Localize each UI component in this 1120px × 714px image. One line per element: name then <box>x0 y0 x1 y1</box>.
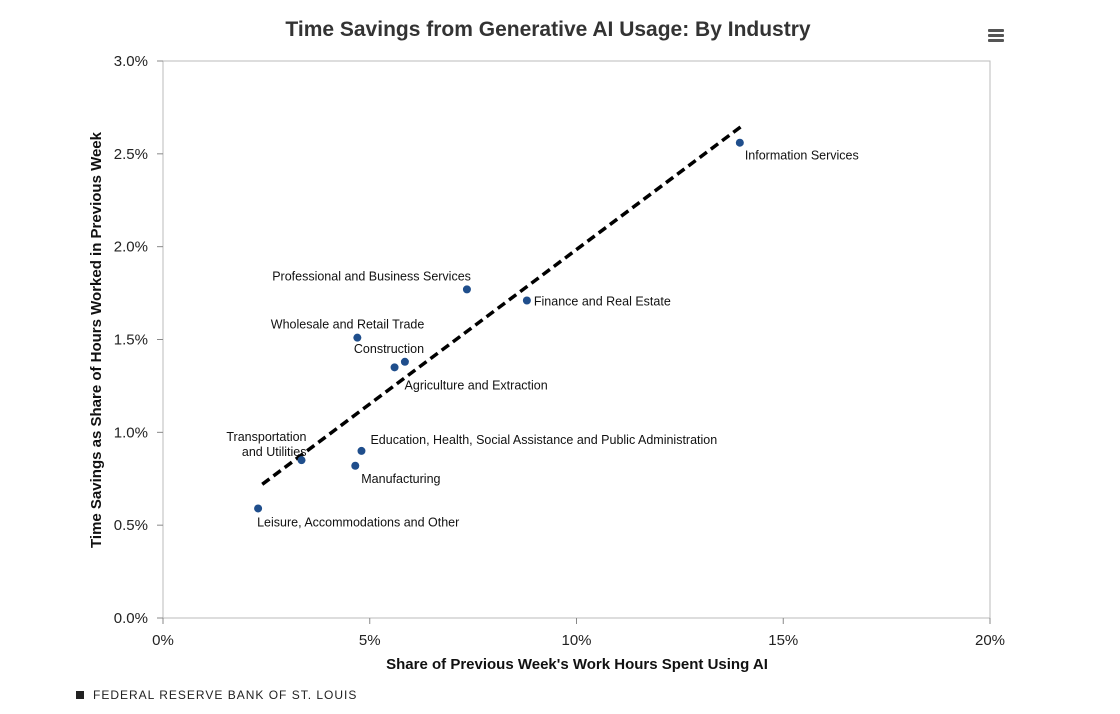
x-tick-label: 10% <box>561 632 591 649</box>
chart-title: Time Savings from Generative AI Usage: B… <box>285 18 810 41</box>
y-tick-label: 1.5% <box>114 332 148 349</box>
scatter-point[interactable] <box>400 357 409 366</box>
point-label: Education, Health, Social Assistance and… <box>370 433 717 447</box>
scatter-point[interactable] <box>735 138 744 147</box>
point-label: Construction <box>354 342 424 356</box>
x-tick-label: 5% <box>359 632 381 649</box>
point-label-line: Transportation <box>226 430 306 444</box>
point-label: Agriculture and Extraction <box>405 378 548 392</box>
point-label-line: and Utilities <box>242 445 307 459</box>
data-points <box>254 138 744 513</box>
point-label: Finance and Real Estate <box>534 295 671 309</box>
x-tick-label: 20% <box>975 632 1005 649</box>
data-labels: Information Services Professional and Bus… <box>226 149 858 530</box>
scatter-point[interactable] <box>390 363 399 372</box>
y-tick-label: 0.5% <box>114 517 148 534</box>
scatter-point[interactable] <box>353 333 362 342</box>
scatter-point[interactable] <box>297 456 306 465</box>
source-square-icon <box>76 691 84 699</box>
x-tick-label: 0% <box>152 632 174 649</box>
point-label: Leisure, Accommodations and Other <box>257 515 459 529</box>
x-tick-label: 15% <box>768 632 798 649</box>
y-tick-label: 0.0% <box>114 610 148 627</box>
point-label: Professional and Business Services <box>272 269 471 283</box>
y-tick-label: 3.0% <box>114 53 148 70</box>
y-tick-label: 2.0% <box>114 239 148 256</box>
trendline <box>261 124 743 486</box>
point-label: Transportation and Utilities <box>226 430 306 459</box>
scatter-point[interactable] <box>254 504 263 513</box>
point-label: Information Services <box>745 149 859 163</box>
point-label: Wholesale and Retail Trade <box>271 318 425 332</box>
point-label: Manufacturing <box>361 472 440 486</box>
y-tick-label: 1.0% <box>114 424 148 441</box>
y-tick-label: 2.5% <box>114 146 148 163</box>
x-axis-title: Share of Previous Week's Work Hours Spen… <box>386 656 768 673</box>
source-credit: FEDERAL RESERVE BANK OF ST. LOUIS <box>76 688 357 702</box>
source-text: FEDERAL RESERVE BANK OF ST. LOUIS <box>93 688 358 702</box>
scatter-point[interactable] <box>357 446 366 455</box>
plot-area <box>162 60 991 619</box>
chart-menu-button[interactable] <box>984 26 1008 46</box>
scatter-point[interactable] <box>522 296 531 305</box>
hamburger-menu-icon <box>988 29 1004 32</box>
trendline-group <box>261 124 743 486</box>
y-axis-ticks: 0.0% 0.5% 1.0% 1.5% 2.0% 2.5% 3.0% <box>114 53 163 627</box>
y-axis-title: Time Savings as Share of Hours Worked in… <box>88 131 105 548</box>
x-axis-ticks: 0% 5% 10% 15% 20% <box>152 618 1005 649</box>
scatter-point[interactable] <box>462 285 471 294</box>
scatter-point[interactable] <box>351 461 360 470</box>
